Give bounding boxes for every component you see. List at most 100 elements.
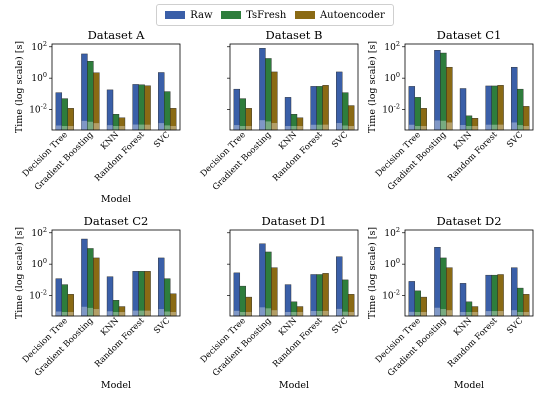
bar: [106, 276, 114, 317]
x-tick-label: KNN: [99, 130, 121, 152]
bar-base-segment: [497, 311, 504, 316]
bar: [138, 271, 145, 317]
bar: [55, 278, 63, 317]
bar-base-segment: [144, 310, 151, 316]
x-axis-label: Model: [101, 194, 131, 205]
bar: [132, 84, 139, 131]
bar: [81, 238, 88, 317]
bar-base-segment: [265, 308, 272, 316]
bar-base-segment: [259, 307, 266, 316]
bar: [284, 97, 292, 131]
bar: [459, 283, 467, 317]
bar: [138, 84, 145, 131]
y-tick-label: 10-2: [29, 103, 47, 116]
bar: [434, 247, 441, 317]
bar-base-segment: [434, 120, 441, 130]
bar-base-segment: [446, 122, 453, 130]
bar-base-segment: [285, 312, 291, 316]
bar-base-segment: [271, 123, 278, 130]
y-tick-label-base: 10: [31, 74, 43, 84]
bar-base-segment: [87, 121, 94, 130]
bar-base-segment: [523, 312, 529, 316]
bar-base-segment: [245, 312, 252, 316]
bar-base-segment: [56, 125, 62, 130]
x-axis-label: Model: [454, 380, 484, 391]
axes-frame: [51, 229, 181, 317]
y-tick-label: 10-2: [382, 103, 400, 116]
bar-base-segment: [472, 312, 478, 316]
bar-base-segment: [342, 125, 348, 130]
bar: [446, 267, 453, 317]
bar-base-segment: [415, 312, 421, 316]
legend-item-autoencoder: Autoencoder: [294, 10, 385, 21]
bar-base-segment: [271, 310, 278, 316]
bar-base-segment: [87, 307, 94, 316]
y-tick-label-base: 10: [29, 106, 41, 116]
bar: [259, 48, 266, 131]
bar-base-segment: [240, 126, 246, 130]
y-tick-label: 102: [384, 226, 400, 239]
bar-base-segment: [511, 122, 518, 130]
bar-base-segment: [132, 310, 139, 316]
y-tick-label-exponent: 2: [396, 40, 400, 48]
axes-frame: [404, 43, 534, 131]
bar: [511, 267, 518, 317]
legend-label-tsfresh: TsFresh: [246, 9, 287, 21]
y-tick-label: 100: [384, 71, 400, 84]
bar: [440, 52, 447, 131]
bar: [61, 284, 68, 317]
bar-base-segment: [234, 125, 240, 130]
bar-base-segment: [466, 126, 472, 130]
bar: [55, 92, 63, 131]
y-tick-label-exponent: 0: [43, 257, 47, 265]
bar: [271, 71, 278, 131]
x-tick-label: KNN: [452, 316, 474, 338]
x-tick-label: KNN: [277, 316, 299, 338]
bar-base-segment: [138, 124, 145, 130]
x-tick-label: SVC: [505, 316, 525, 336]
bar-base-segment: [523, 126, 529, 130]
y-tick-label-base: 10: [31, 43, 43, 53]
bar-base-segment: [322, 124, 329, 130]
bar: [342, 279, 349, 317]
bar: [485, 274, 492, 317]
legend-item-tsfresh: TsFresh: [221, 10, 286, 21]
bar: [310, 86, 317, 131]
bar-base-segment: [511, 310, 518, 316]
bar-base-segment: [297, 126, 303, 130]
x-tick-label: KNN: [99, 316, 121, 338]
bar-base-segment: [234, 310, 240, 316]
y-tick-label-base: 10: [31, 260, 43, 270]
x-tick-label: SVC: [330, 316, 350, 336]
bar-base-segment: [113, 126, 119, 130]
legend-item-raw: Raw: [165, 10, 213, 21]
bar: [87, 61, 94, 131]
bar-base-segment: [62, 126, 68, 130]
bar-base-segment: [297, 312, 303, 316]
bar-base-segment: [491, 311, 498, 316]
bar: [517, 287, 524, 317]
bar: [434, 50, 441, 131]
bar: [259, 243, 266, 317]
x-tick-label: KNN: [277, 130, 299, 152]
bar-base-segment: [485, 311, 492, 316]
y-tick-label: 100: [31, 71, 47, 84]
y-tick-label-exponent: 2: [396, 226, 400, 234]
bar-base-segment: [132, 124, 139, 130]
bar: [87, 248, 94, 317]
bar: [336, 71, 343, 131]
bar: [233, 272, 241, 317]
bar-base-segment: [316, 124, 323, 130]
y-tick-label-base: 10: [384, 43, 396, 53]
bar-base-segment: [517, 125, 523, 130]
bar-base-segment: [409, 311, 415, 316]
bar: [316, 274, 323, 317]
chart-title: Dataset C2: [84, 214, 149, 228]
bar-base-segment: [164, 125, 170, 130]
legend: Raw TsFresh Autoencoder: [156, 4, 394, 26]
chart-title: Dataset A: [88, 28, 146, 42]
